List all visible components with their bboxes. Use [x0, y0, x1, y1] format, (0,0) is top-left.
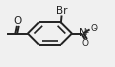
Text: +: +	[82, 28, 88, 37]
Text: N: N	[78, 28, 86, 38]
Text: Br: Br	[55, 6, 67, 16]
Text: O: O	[13, 16, 22, 26]
Text: -: -	[93, 24, 95, 33]
Text: O: O	[81, 39, 88, 48]
Text: O: O	[90, 24, 97, 33]
